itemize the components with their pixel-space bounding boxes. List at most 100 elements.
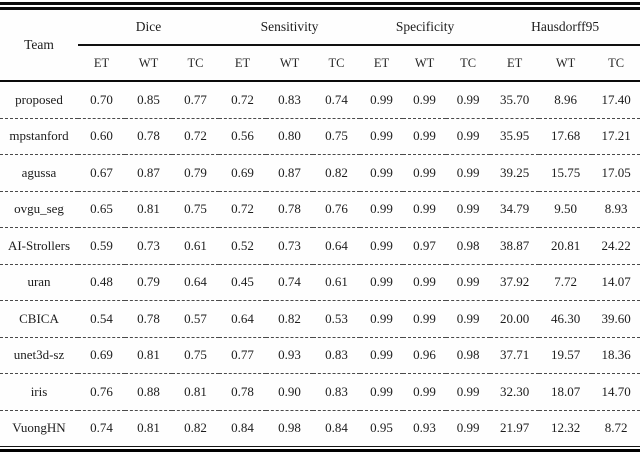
value-cell: 38.87 bbox=[490, 227, 540, 265]
value-cell: 8.96 bbox=[539, 81, 593, 119]
value-cell: 0.77 bbox=[219, 337, 267, 374]
table-bottom-rule bbox=[0, 446, 640, 452]
value-cell: 0.99 bbox=[403, 81, 447, 119]
group-header-specificity: Specificity bbox=[360, 10, 491, 46]
table-row: mpstanford 0.60 0.78 0.72 0.56 0.80 0.75 0.99 0.… bbox=[0, 118, 640, 155]
value-cell: 14.07 bbox=[592, 264, 640, 301]
table-top-rule bbox=[0, 2, 640, 10]
value-cell: 0.45 bbox=[219, 264, 267, 301]
value-cell: 0.73 bbox=[266, 227, 314, 265]
team-cell: VuongHN bbox=[12, 420, 66, 436]
value-cell: 20.00 bbox=[490, 300, 540, 338]
subcol-header-sensitivity-et: ET bbox=[219, 45, 267, 82]
team-cell: unet3d-sz bbox=[0, 337, 78, 374]
value-cell: 0.99 bbox=[446, 118, 491, 155]
value-cell: 0.99 bbox=[360, 337, 404, 374]
value-cell: 0.99 bbox=[446, 191, 491, 228]
value-cell: 0.76 bbox=[313, 191, 361, 228]
value-cell: 0.69 bbox=[219, 154, 267, 192]
team-cell: uran bbox=[0, 264, 78, 301]
table-row: uran 0.48 0.79 0.64 0.45 0.74 0.61 0.99 0.99 0.99… bbox=[0, 264, 640, 301]
value-cell: 0.87 bbox=[125, 154, 172, 192]
team-cell: proposed bbox=[0, 81, 78, 119]
value-cell: 0.99 bbox=[446, 154, 491, 192]
subcol-header-sensitivity-wt: WT bbox=[266, 45, 314, 82]
value-cell: 0.90 bbox=[266, 373, 314, 411]
subcolumn-header-row: ET WT TC ET WT TC ET WT TC ET WT TC bbox=[0, 45, 640, 82]
value-cell: 0.78 bbox=[219, 373, 267, 411]
table-row: ovgu_seg 0.65 0.81 0.75 0.72 0.78 0.76 0.99 0.99… bbox=[0, 191, 640, 228]
value-cell: 39.60 bbox=[592, 300, 640, 338]
value-cell: 0.99 bbox=[403, 264, 447, 301]
value-cell: 14.70 bbox=[592, 373, 640, 411]
team-cell: agussa bbox=[0, 154, 78, 192]
value-cell: 0.75 bbox=[172, 191, 220, 228]
value-cell: 37.92 bbox=[490, 264, 540, 301]
table-row: agussa 0.67 0.87 0.79 0.69 0.87 0.82 0.99 0.99 0.… bbox=[0, 154, 640, 192]
value-cell: 20.81 bbox=[539, 227, 593, 265]
value-cell: 0.93 bbox=[413, 420, 436, 436]
value-cell: 0.99 bbox=[403, 118, 447, 155]
value-cell: 0.74 bbox=[266, 264, 314, 301]
value-cell: 0.97 bbox=[403, 227, 447, 265]
value-cell: 46.30 bbox=[539, 300, 593, 338]
value-cell: 0.81 bbox=[125, 191, 172, 228]
value-cell: 0.77 bbox=[172, 81, 220, 119]
value-cell: 0.99 bbox=[446, 264, 491, 301]
team-column-header: Team bbox=[0, 10, 78, 82]
value-cell: 0.99 bbox=[360, 154, 404, 192]
team-cell: CBICA bbox=[0, 300, 78, 338]
value-cell: 0.78 bbox=[266, 191, 314, 228]
value-cell: 0.88 bbox=[125, 373, 172, 411]
value-cell: 8.72 bbox=[604, 420, 628, 436]
subcol-header-hausdorff95-wt: WT bbox=[539, 45, 593, 82]
value-cell: 18.07 bbox=[539, 373, 593, 411]
value-cell: 0.52 bbox=[219, 227, 267, 265]
value-cell: 0.99 bbox=[360, 264, 404, 301]
value-cell: 0.82 bbox=[266, 300, 314, 338]
subcol-header-hausdorff95-tc: TC bbox=[592, 45, 640, 82]
value-cell: 0.73 bbox=[125, 227, 172, 265]
value-cell: 0.84 bbox=[231, 420, 254, 436]
subcol-header-specificity-wt: WT bbox=[403, 45, 447, 82]
value-cell: 0.53 bbox=[313, 300, 361, 338]
subcol-header-specificity-tc: TC bbox=[446, 45, 491, 82]
table-row: VuongHN 0.74 0.81 0.82 0.84 0.98 0.84 0.95 0.93 0… bbox=[0, 410, 640, 446]
value-cell: 34.79 bbox=[490, 191, 540, 228]
value-cell: 0.82 bbox=[184, 420, 207, 436]
value-cell: 35.70 bbox=[490, 81, 540, 119]
table-row: CBICA 0.54 0.78 0.57 0.64 0.82 0.53 0.99 0.99 0.9… bbox=[0, 300, 640, 338]
value-cell: 0.69 bbox=[78, 337, 125, 374]
value-cell: 37.71 bbox=[490, 337, 540, 374]
value-cell: 0.99 bbox=[446, 300, 491, 338]
value-cell: 0.78 bbox=[125, 300, 172, 338]
value-cell: 17.21 bbox=[592, 118, 640, 155]
team-cell: AI-Strollers bbox=[0, 227, 78, 265]
table-row: proposed 0.70 0.85 0.77 0.72 0.83 0.74 0.99 0.99… bbox=[0, 81, 640, 119]
value-cell: 0.98 bbox=[446, 337, 491, 374]
team-cell: mpstanford bbox=[0, 118, 78, 155]
value-cell: 0.54 bbox=[78, 300, 125, 338]
value-cell: 17.40 bbox=[592, 81, 640, 119]
value-cell: 0.99 bbox=[403, 300, 447, 338]
value-cell: 21.97 bbox=[499, 420, 530, 436]
value-cell: 0.99 bbox=[446, 81, 491, 119]
value-cell: 0.81 bbox=[172, 373, 220, 411]
value-cell: 0.99 bbox=[360, 373, 404, 411]
value-cell: 0.56 bbox=[219, 118, 267, 155]
table-body: proposed 0.70 0.85 0.77 0.72 0.83 0.74 0.99 0.99… bbox=[0, 81, 640, 446]
value-cell: 9.50 bbox=[539, 191, 593, 228]
value-cell: 0.93 bbox=[266, 337, 314, 374]
value-cell: 0.80 bbox=[266, 118, 314, 155]
value-cell: 0.70 bbox=[78, 81, 125, 119]
value-cell: 0.60 bbox=[78, 118, 125, 155]
value-cell: 0.95 bbox=[370, 420, 393, 436]
value-cell: 0.65 bbox=[78, 191, 125, 228]
value-cell: 35.95 bbox=[490, 118, 540, 155]
table-row: iris 0.76 0.88 0.81 0.78 0.90 0.83 0.99 0.99 0.99… bbox=[0, 373, 640, 411]
value-cell: 0.75 bbox=[172, 337, 220, 374]
group-header-hausdorff95: Hausdorff95 bbox=[490, 10, 640, 46]
value-cell: 0.48 bbox=[78, 264, 125, 301]
value-cell: 0.81 bbox=[137, 420, 160, 436]
